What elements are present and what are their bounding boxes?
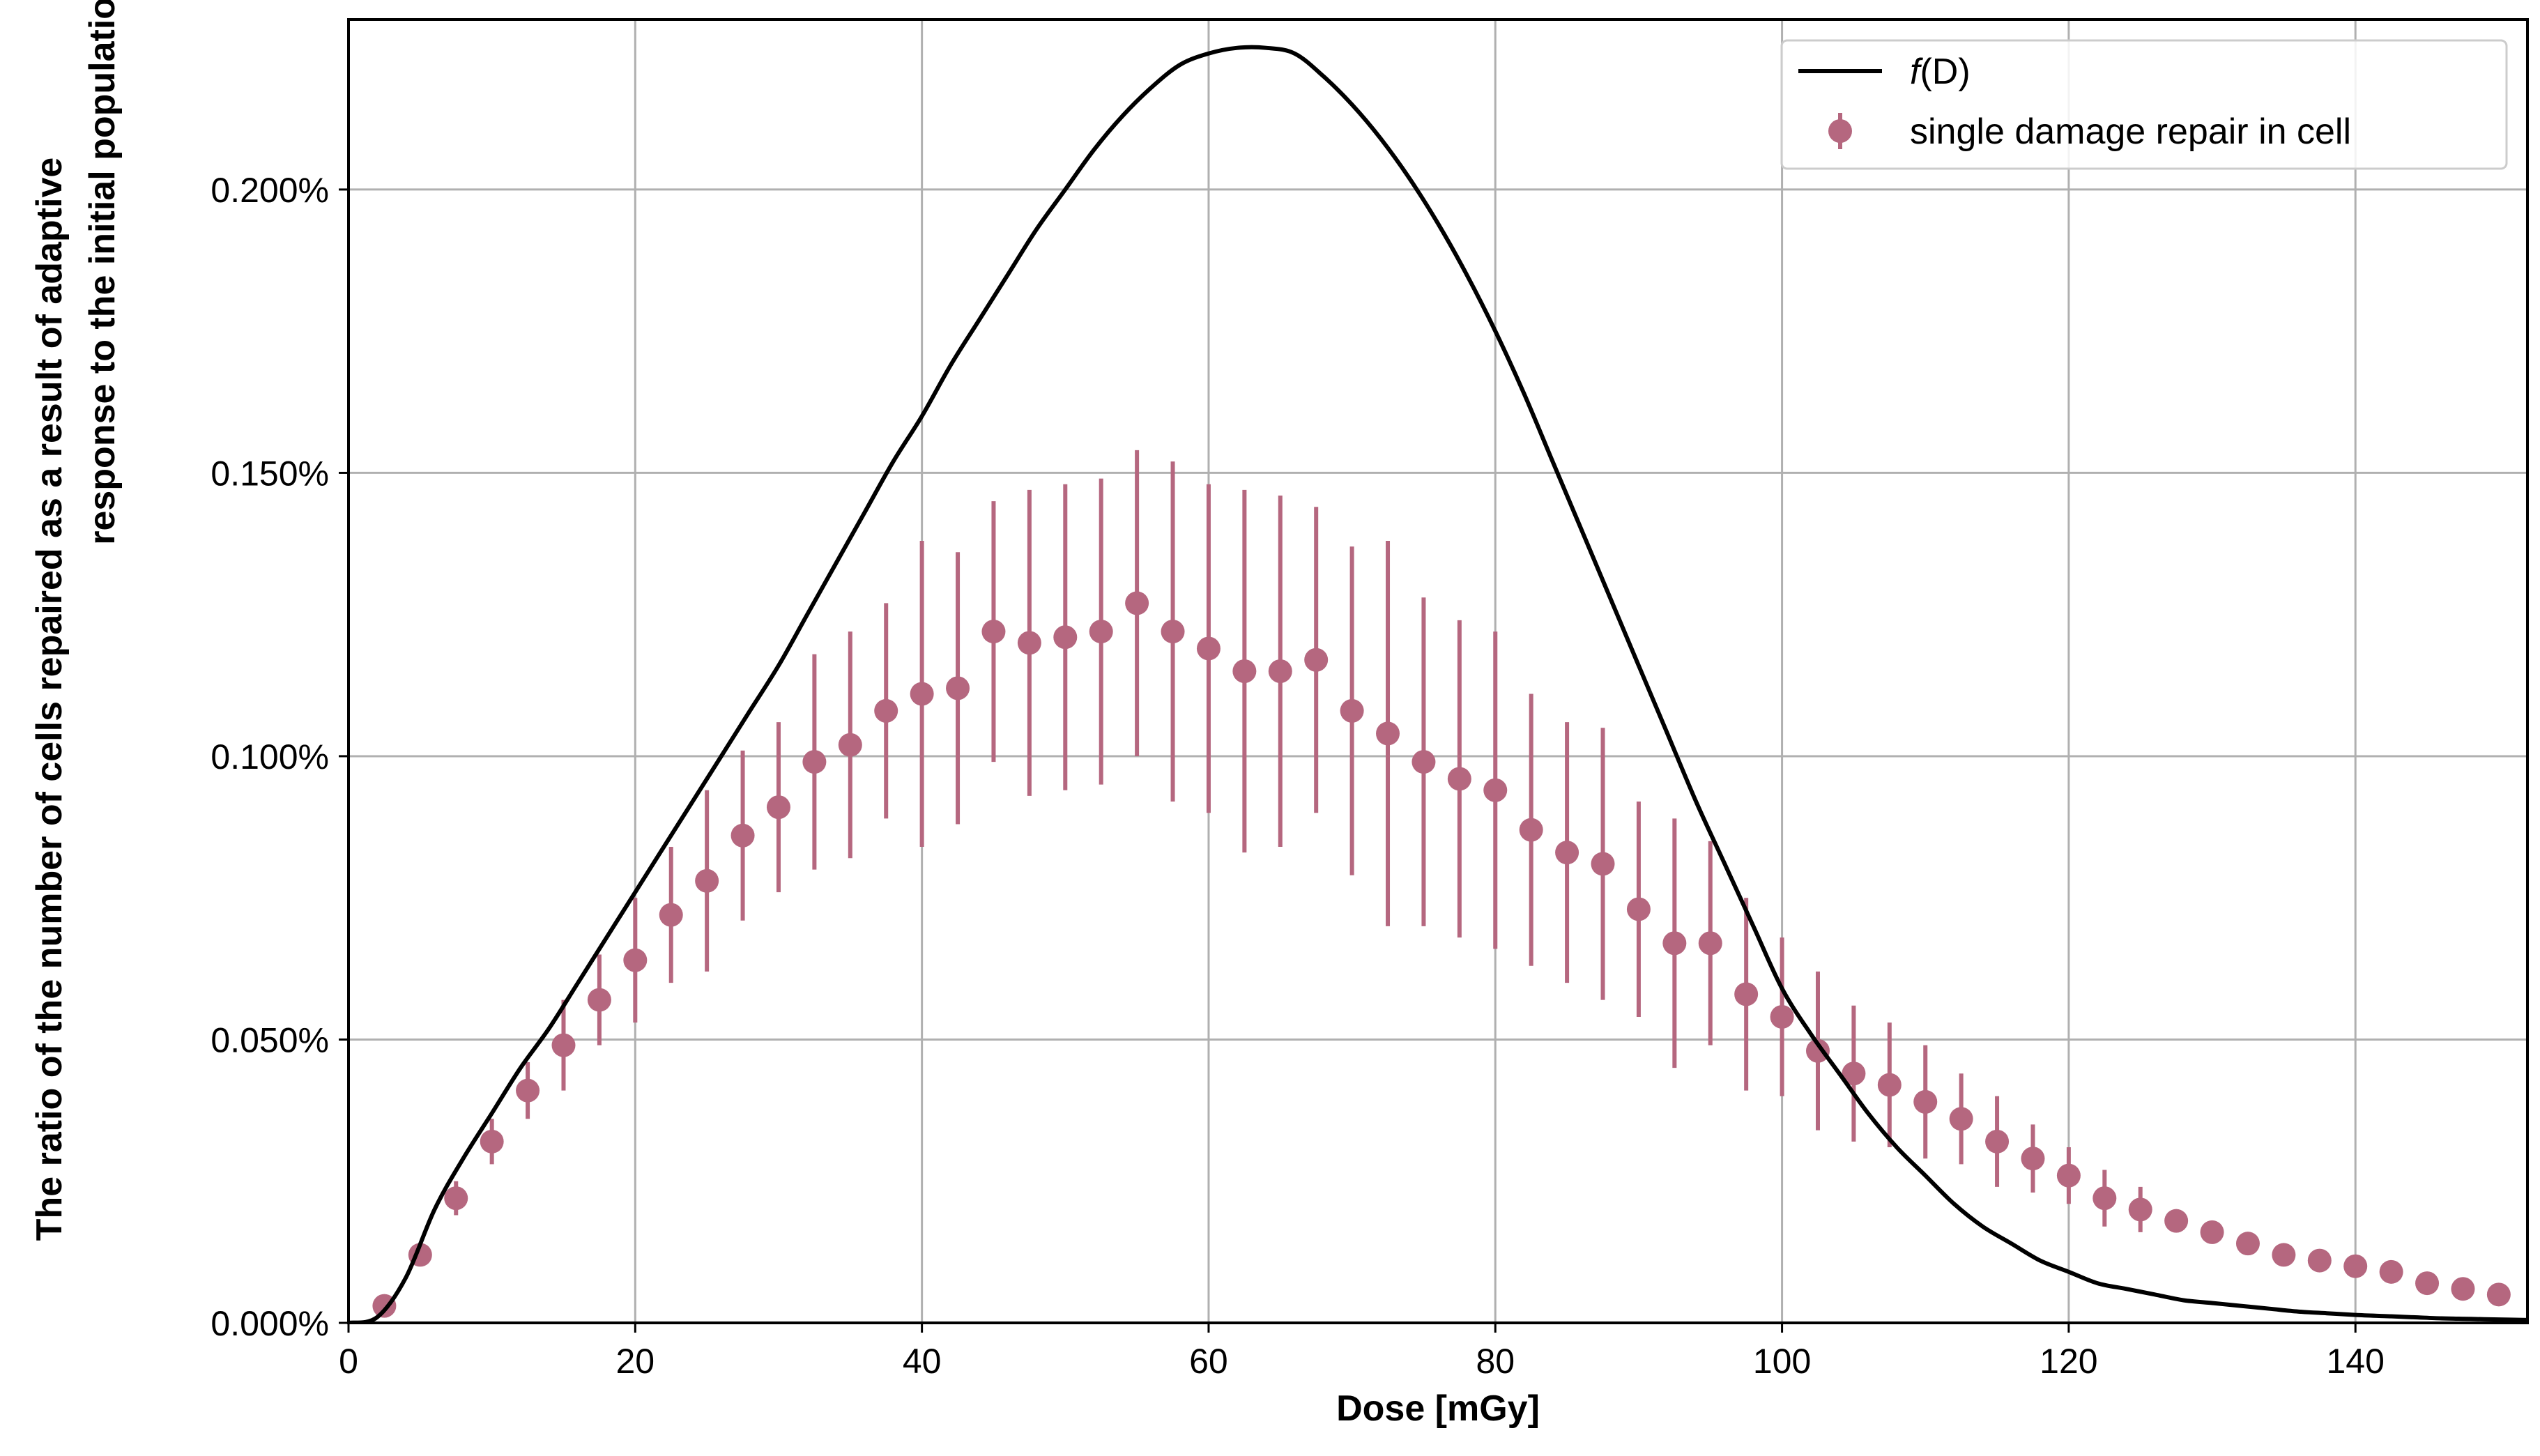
data-point — [2379, 1259, 2403, 1284]
y-axis-title-line1: The ratio of the number of cells repaire… — [29, 158, 70, 1241]
data-point — [2200, 1220, 2224, 1244]
fd-curve — [349, 45, 2527, 1323]
data-point — [1196, 636, 1221, 661]
data-point — [1519, 818, 1543, 842]
legend: f(D) single damage repair in cell — [1780, 39, 2508, 170]
data-point — [2128, 1197, 2152, 1222]
data-point — [1842, 1062, 1866, 1086]
data-point — [1125, 591, 1149, 615]
data-point — [1734, 982, 1759, 1006]
data-point — [695, 868, 719, 893]
data-point — [587, 988, 611, 1012]
data-point — [1698, 931, 1722, 956]
data-point — [1447, 767, 1471, 791]
data-point — [1626, 897, 1651, 921]
data-point — [516, 1078, 540, 1103]
data-point — [1376, 721, 1400, 746]
x-tick-label: 100 — [1753, 1342, 1811, 1381]
data-point — [2021, 1147, 2045, 1171]
data-point — [1232, 659, 1257, 683]
data-point — [659, 903, 683, 927]
data-point — [2235, 1232, 2260, 1256]
data-point — [1017, 631, 1041, 655]
y-tick-label: 0.200% — [211, 171, 329, 210]
data-point — [981, 620, 1006, 644]
data-point — [1913, 1089, 1938, 1114]
x-tick-label: 40 — [903, 1342, 942, 1381]
data-point — [874, 698, 898, 723]
legend-label-fd-rest: (D) — [1920, 52, 1970, 92]
data-point — [1340, 698, 1364, 723]
data-point — [1483, 778, 1508, 802]
data-point — [1877, 1073, 1902, 1097]
data-point — [1268, 659, 1292, 683]
data-point — [1985, 1129, 2010, 1154]
data-point — [1304, 647, 1329, 672]
legend-label-single-damage: single damage repair in cell — [1910, 112, 2351, 152]
data-point — [730, 823, 755, 848]
legend-box — [1780, 39, 2508, 170]
data-point — [766, 795, 790, 820]
y-tick-label: 0.100% — [211, 737, 329, 776]
legend-marker-swatch — [1828, 119, 1852, 143]
x-tick-label: 140 — [2326, 1342, 2384, 1381]
data-point — [1411, 750, 1436, 774]
data-point — [2093, 1186, 2117, 1211]
x-tick-label: 20 — [616, 1342, 655, 1381]
data-point — [1805, 1039, 1830, 1063]
data-point — [2486, 1282, 2511, 1307]
series-layer — [349, 45, 2527, 1323]
data-point — [1089, 620, 1113, 644]
y-tick-label: 0.150% — [211, 454, 329, 493]
y-tick-label: 0.050% — [211, 1020, 329, 1059]
y-tick-label: 0.000% — [211, 1304, 329, 1343]
grid-layer — [349, 20, 2527, 1323]
data-point — [1949, 1107, 1973, 1131]
x-tick-label: 80 — [1476, 1342, 1515, 1381]
data-point — [1662, 931, 1687, 956]
data-point — [623, 948, 648, 972]
legend-label-fd-italic: f — [1910, 52, 1923, 92]
data-point — [838, 733, 862, 757]
x-tick-label: 0 — [339, 1342, 358, 1381]
x-axis-title: Dose [mGy] — [1336, 1388, 1540, 1429]
data-point — [2056, 1163, 2081, 1188]
x-tick-label: 120 — [2040, 1342, 2097, 1381]
x-tick-label: 60 — [1189, 1342, 1228, 1381]
data-point — [480, 1129, 504, 1154]
data-point — [1555, 841, 1579, 865]
data-point — [551, 1033, 576, 1057]
data-point — [1161, 620, 1185, 644]
data-point — [1053, 625, 1078, 650]
plot-frame — [347, 18, 2529, 1324]
y-axis-title-line2: response to the initial population — [82, 0, 123, 545]
data-point — [2272, 1243, 2296, 1267]
data-point — [1591, 852, 1615, 876]
legend-label-fd: f(D) — [1910, 52, 1971, 92]
data-point — [2451, 1277, 2475, 1301]
data-point — [2307, 1248, 2332, 1273]
data-point — [2343, 1254, 2368, 1278]
data-point — [1770, 1004, 1794, 1029]
data-point — [2415, 1271, 2440, 1296]
data-point — [444, 1186, 468, 1211]
data-point — [946, 676, 970, 700]
tick-layer: 0 20 40 60 80 100 120 140 0.000% 0.050% 0.100% 0.15… — [211, 171, 2385, 1381]
data-point — [802, 750, 827, 774]
data-point — [2164, 1209, 2189, 1233]
data-point — [910, 682, 934, 706]
